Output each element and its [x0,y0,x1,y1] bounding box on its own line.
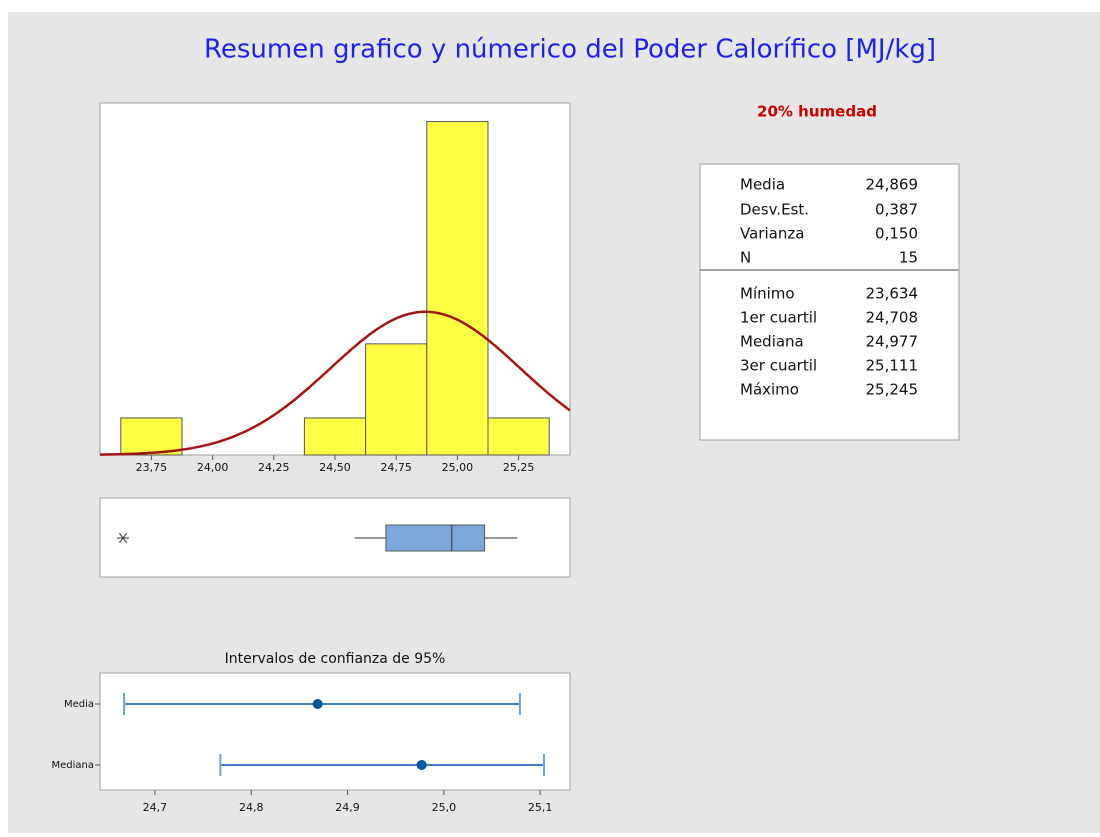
summary-label: Varianza [740,225,804,243]
x-tick-label: 24,25 [258,461,290,474]
x-tick-label: 25,25 [503,461,535,474]
summary-value: 24,977 [866,333,919,351]
summary-value: 25,245 [866,381,919,399]
interval-panel [99,672,571,791]
summary-label: Mediana [740,333,804,351]
x-tick-label: 23,75 [136,461,168,474]
box [385,524,486,552]
summary-label: N [740,249,751,267]
interval-title: Intervalos de confianza de 95% [225,651,446,667]
x-tick-label: 25,00 [442,461,474,474]
x-tick-label: 24,9 [335,801,360,814]
x-tick-label: 24,75 [380,461,412,474]
summary-value: 24,708 [866,309,919,327]
histogram-bar [365,343,428,456]
summary-label: Desv.Est. [740,201,809,219]
subtitle: 20% humedad [757,103,877,121]
summary-value: 25,111 [866,357,919,375]
interval-point [416,760,427,770]
histogram-bar [426,121,489,456]
summary-label: Máximo [740,381,799,399]
summary-value: 15 [899,249,918,267]
title: Resumen grafico y númerico del Poder Cal… [204,35,936,65]
interval-point [312,699,323,709]
summary-value: 0,150 [875,225,918,243]
y-tick-label: Mediana [52,760,95,771]
outlier [117,532,130,544]
x-tick-label: 25,1 [528,801,553,814]
summary-value: 0,387 [875,201,918,219]
summary-value: 23,634 [866,285,919,303]
x-tick-label: 25,0 [432,801,457,814]
histogram-panel [99,102,571,456]
normal-curve [100,310,571,456]
y-tick-label: Media [64,699,94,710]
summary-value: 24,869 [866,176,919,194]
x-tick-label: 24,00 [197,461,229,474]
summary-label: Media [740,176,785,194]
histogram-bar [303,417,367,456]
histogram-bar [120,417,183,456]
summary-label: 1er cuartil [740,309,817,327]
histogram-bar [487,417,550,456]
summary-label: 3er cuartil [740,357,817,375]
x-tick-label: 24,50 [319,461,351,474]
x-tick-label: 24,7 [143,801,168,814]
summary-table [699,163,960,441]
summary-label: Mínimo [740,285,795,303]
x-tick-label: 24,8 [239,801,264,814]
